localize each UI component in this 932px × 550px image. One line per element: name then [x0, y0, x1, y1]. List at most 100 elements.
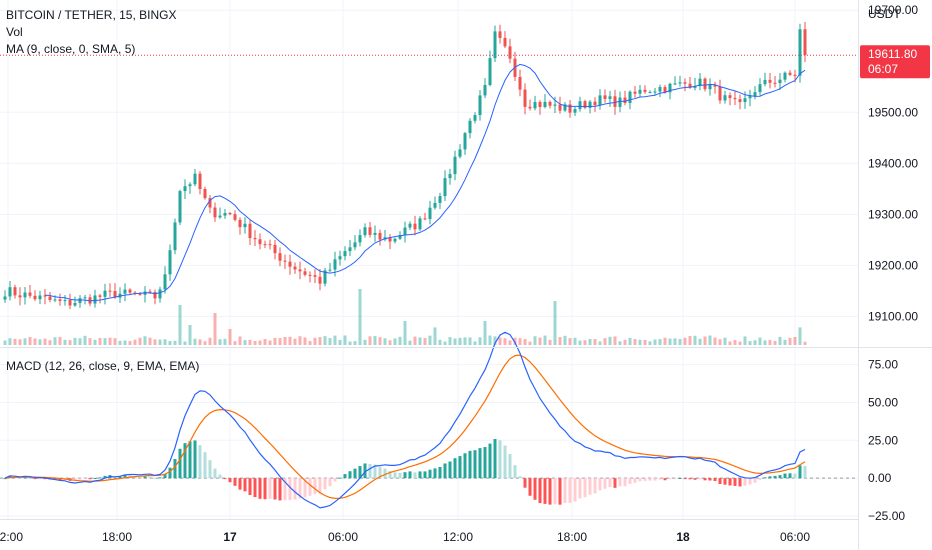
candle[interactable]: [538, 100, 542, 115]
candle[interactable]: [358, 229, 362, 247]
candle[interactable]: [288, 254, 292, 275]
candle[interactable]: [448, 168, 452, 185]
candle[interactable]: [323, 267, 327, 287]
candle[interactable]: [543, 94, 547, 109]
candle[interactable]: [583, 99, 587, 110]
candle[interactable]: [673, 76, 677, 86]
candle[interactable]: [303, 267, 307, 277]
candle[interactable]: [298, 261, 302, 280]
candle[interactable]: [73, 296, 77, 307]
candle[interactable]: [578, 96, 582, 112]
candle[interactable]: [118, 287, 122, 303]
volume-label[interactable]: Vol: [6, 25, 23, 39]
candle[interactable]: [253, 230, 257, 246]
candle[interactable]: [78, 295, 82, 308]
candle[interactable]: [638, 84, 642, 98]
candle[interactable]: [293, 262, 297, 274]
candle[interactable]: [748, 89, 752, 107]
candle[interactable]: [368, 222, 372, 238]
candle[interactable]: [728, 92, 732, 106]
candle[interactable]: [218, 207, 222, 219]
candle[interactable]: [678, 75, 682, 87]
candle[interactable]: [693, 77, 697, 91]
candle[interactable]: [773, 75, 777, 88]
candle[interactable]: [698, 73, 702, 91]
macd-label[interactable]: MACD (12, 26, close, 9, EMA, EMA): [6, 359, 199, 373]
candle[interactable]: [243, 217, 247, 234]
price-candles[interactable]: [3, 22, 807, 310]
candle[interactable]: [528, 99, 532, 111]
symbol-title[interactable]: BITCOIN / TETHER, 15, BINGX: [6, 8, 176, 22]
candle[interactable]: [753, 86, 757, 100]
candle[interactable]: [68, 293, 72, 310]
candle[interactable]: [683, 78, 687, 92]
candle[interactable]: [533, 95, 537, 111]
candle[interactable]: [48, 292, 52, 303]
candle[interactable]: [623, 90, 627, 106]
candle[interactable]: [328, 262, 332, 273]
candle[interactable]: [608, 90, 612, 107]
candle[interactable]: [668, 82, 672, 100]
candle[interactable]: [8, 281, 12, 301]
candle[interactable]: [58, 293, 62, 306]
candle[interactable]: [713, 81, 717, 94]
candle[interactable]: [758, 78, 762, 96]
candle[interactable]: [453, 150, 457, 181]
candle[interactable]: [633, 86, 637, 98]
candle[interactable]: [653, 87, 657, 96]
candle[interactable]: [38, 290, 42, 305]
candle[interactable]: [603, 89, 607, 103]
candle[interactable]: [393, 237, 397, 244]
candle[interactable]: [778, 72, 782, 91]
candle[interactable]: [458, 144, 462, 159]
candle[interactable]: [478, 89, 482, 121]
candle[interactable]: [198, 171, 202, 195]
candle[interactable]: [203, 186, 207, 200]
candle[interactable]: [103, 283, 107, 305]
candle[interactable]: [228, 211, 232, 216]
candle[interactable]: [153, 289, 157, 305]
candle[interactable]: [18, 287, 22, 306]
candle[interactable]: [463, 131, 467, 155]
candle[interactable]: [563, 101, 567, 112]
candle[interactable]: [553, 96, 557, 113]
candle[interactable]: [208, 195, 212, 214]
candle[interactable]: [483, 78, 487, 99]
candle[interactable]: [3, 290, 7, 303]
candle[interactable]: [178, 189, 182, 226]
candle[interactable]: [738, 94, 742, 110]
candle[interactable]: [428, 200, 432, 225]
candle[interactable]: [798, 23, 802, 83]
candle[interactable]: [498, 24, 502, 44]
candle[interactable]: [388, 234, 392, 250]
candle[interactable]: [168, 244, 172, 281]
candle[interactable]: [343, 246, 347, 261]
candle[interactable]: [318, 268, 322, 291]
candle[interactable]: [518, 69, 522, 97]
candle[interactable]: [803, 22, 807, 62]
candle[interactable]: [173, 218, 177, 255]
candle[interactable]: [703, 77, 707, 92]
candle[interactable]: [373, 225, 377, 242]
candle[interactable]: [43, 288, 47, 305]
candle[interactable]: [768, 72, 772, 89]
candle[interactable]: [493, 25, 497, 63]
candle[interactable]: [363, 223, 367, 238]
candle[interactable]: [183, 179, 187, 200]
candle[interactable]: [558, 96, 562, 114]
candle[interactable]: [23, 287, 27, 305]
candle[interactable]: [598, 89, 602, 110]
candle[interactable]: [348, 240, 352, 257]
candle[interactable]: [273, 239, 277, 260]
candle[interactable]: [648, 90, 652, 94]
candle[interactable]: [108, 283, 112, 297]
candle[interactable]: [263, 240, 267, 249]
candle[interactable]: [708, 78, 712, 96]
candle[interactable]: [658, 84, 662, 98]
candle[interactable]: [93, 289, 97, 308]
candle[interactable]: [593, 97, 597, 112]
candle[interactable]: [723, 90, 727, 104]
candle[interactable]: [268, 239, 272, 250]
candle[interactable]: [193, 169, 197, 187]
